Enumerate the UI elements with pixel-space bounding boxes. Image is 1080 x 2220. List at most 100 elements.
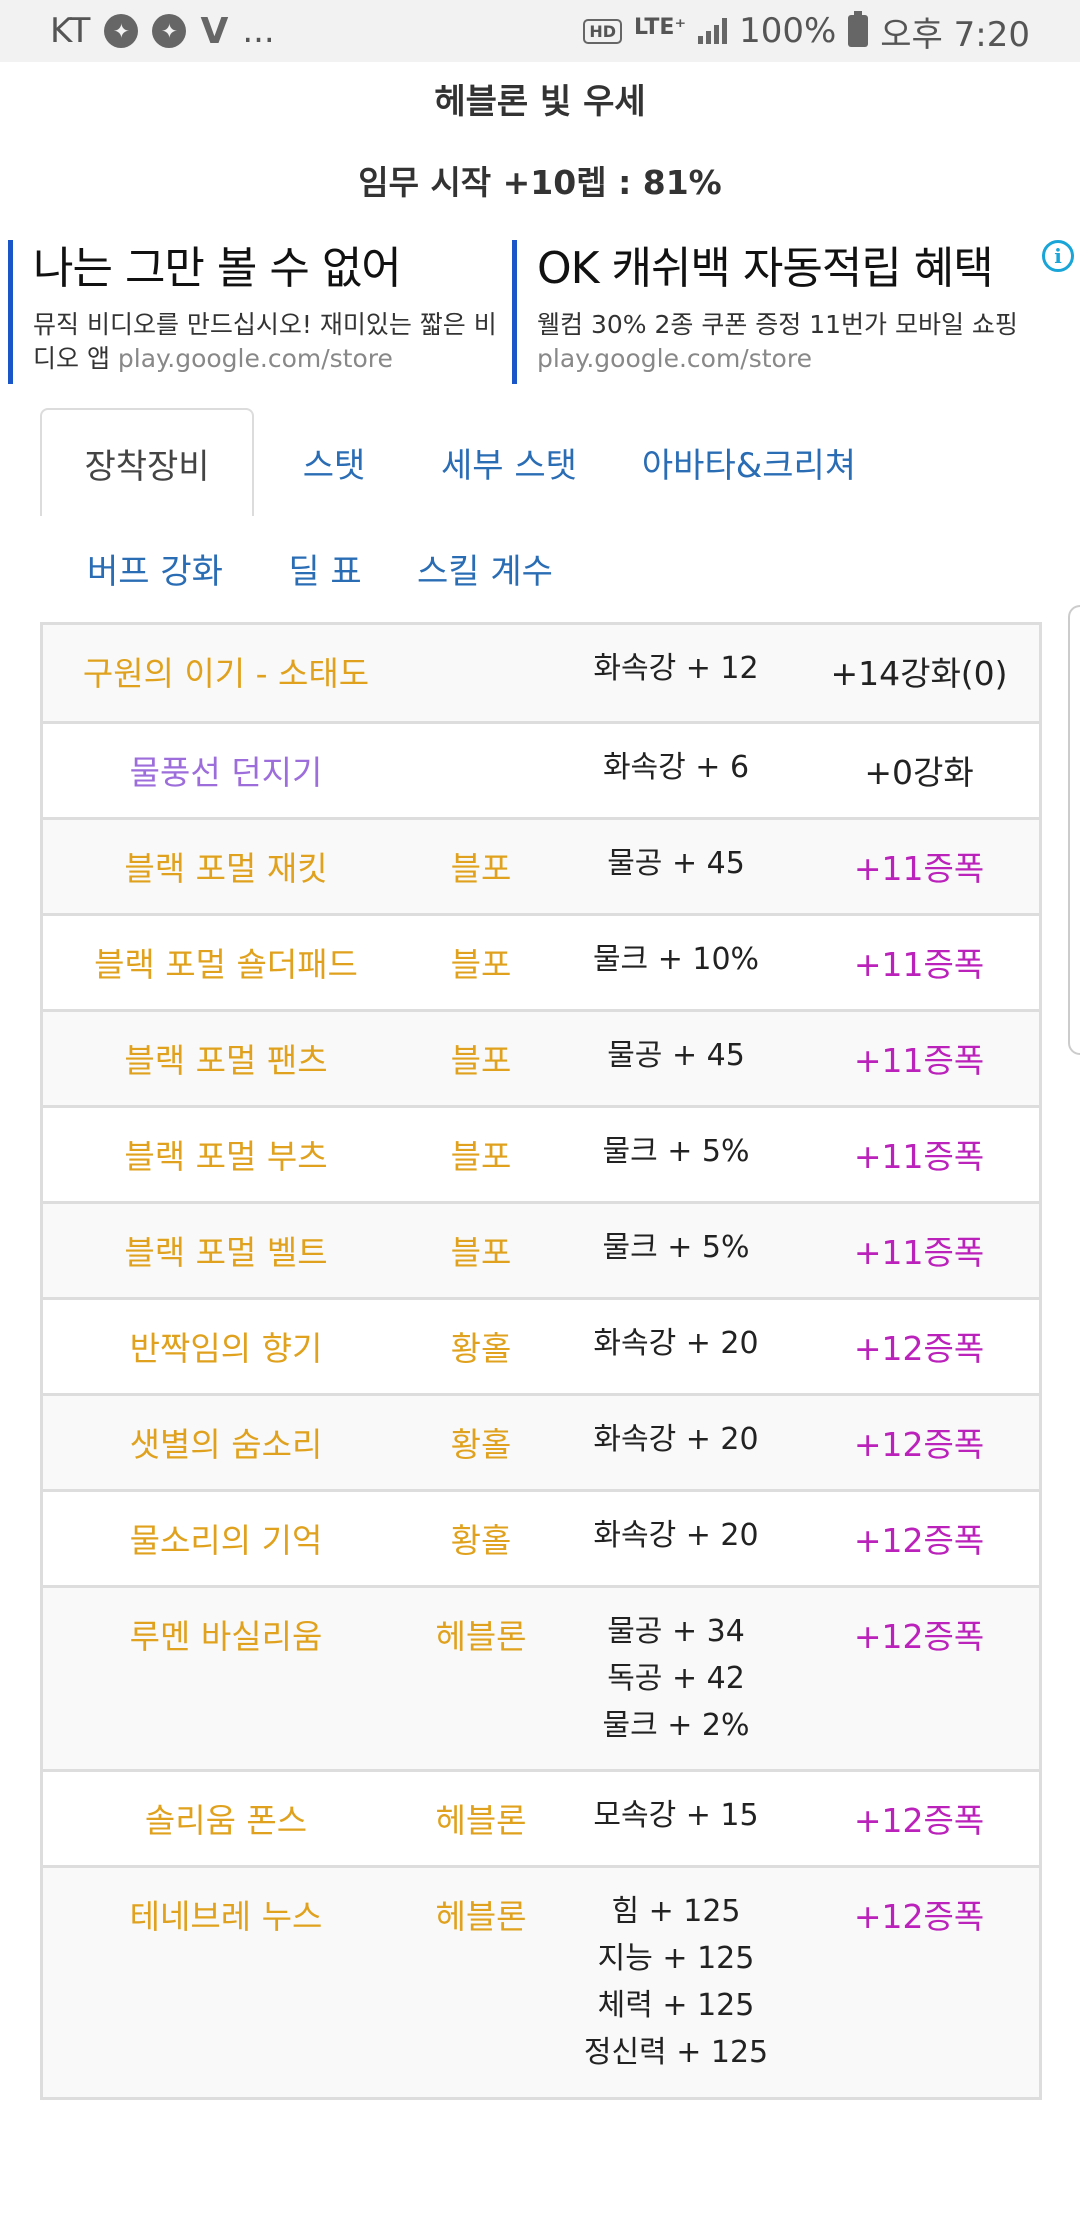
equipment-row: 테네브레 누스 헤블론 힘 + 125 지능 + 125 체력 + 125 정신력 + 1… — [43, 1865, 1039, 2097]
equipment-row: 블랙 포멀 재킷 블포 물공 + 45 +11증폭 — [43, 817, 1039, 913]
signal-strength-icon — [698, 18, 728, 44]
more-notifications-indicator: ... — [242, 11, 275, 51]
item-upgrade: +12증폭 — [853, 1425, 985, 1464]
item-stat-line: 화속강 + 20 — [593, 1422, 759, 1457]
item-stats: 물공 + 45 — [553, 1012, 799, 1105]
equipment-row: 블랙 포멀 숄더패드 블포 물크 + 10% +11증폭 — [43, 913, 1039, 1009]
item-stats: 물공 + 45 — [553, 820, 799, 913]
item-name: 루멘 바실리움 — [129, 1617, 323, 1656]
item-stat-line: 모속강 + 15 — [593, 1798, 759, 1833]
item-set: 블포 — [450, 849, 512, 888]
network-type-label: LTE⁺ — [634, 14, 687, 40]
item-name: 블랙 포멀 재킷 — [124, 849, 328, 888]
tab-equipment[interactable]: 장착장비 — [40, 408, 254, 516]
item-stat-line: 화속강 + 20 — [593, 1518, 759, 1553]
item-upgrade: +12증폭 — [853, 1897, 985, 1936]
item-stats: 물크 + 5% — [553, 1108, 799, 1201]
status-bar: KT ✦ ✦ V ... HD LTE⁺ 100% 오후 7:20 — [0, 0, 1080, 62]
equipment-row: 샛별의 숨소리 황홀 화속강 + 20 +12증폭 — [43, 1393, 1039, 1489]
item-set: 블포 — [450, 1041, 512, 1080]
ad-info-icon[interactable]: i — [1042, 240, 1074, 272]
ad-banner-1[interactable]: 나는 그만 볼 수 없어 뮤직 비디오를 만드십시오! 재미있는 짧은 비디오 … — [8, 240, 508, 384]
item-set: 헤블론 — [435, 1897, 527, 1936]
item-upgrade: +12증폭 — [853, 1521, 985, 1560]
tab-avatar-creature[interactable]: 아바타&크리쳐 — [641, 445, 857, 486]
item-stat-line: 정신력 + 125 — [583, 2035, 769, 2070]
item-upgrade: +11증폭 — [853, 1233, 985, 1272]
item-set — [409, 625, 553, 721]
item-stats: 화속강 + 20 — [553, 1492, 799, 1585]
item-upgrade: +11증폭 — [853, 849, 985, 888]
item-name: 블랙 포멀 숄더패드 — [94, 945, 358, 984]
item-upgrade: +11증폭 — [853, 945, 985, 984]
item-set: 헤블론 — [435, 1617, 527, 1656]
ad-banner-2[interactable]: OK 캐쉬백 자동적립 혜택 웰컴 30% 2종 쿠폰 증정 11번가 모바일 … — [512, 240, 1032, 384]
equipment-row: 물풍선 던지기 화속강 + 6 +0강화 — [43, 721, 1039, 817]
item-name: 테네브레 누스 — [129, 1897, 323, 1936]
item-stat-line: 물공 + 45 — [607, 1038, 745, 1073]
tab-stats[interactable]: 스탯 — [302, 445, 366, 486]
item-stat-line: 힘 + 125 — [611, 1894, 741, 1929]
item-set: 황홀 — [450, 1521, 512, 1560]
item-upgrade: +12증폭 — [853, 1617, 985, 1656]
item-name: 물풍선 던지기 — [129, 753, 323, 792]
item-stat-line: 화속강 + 12 — [593, 651, 759, 686]
item-stats: 물크 + 5% — [553, 1204, 799, 1297]
app-notification-icon: ✦ — [104, 14, 139, 48]
tab-bar-row-2: 버프 강화 딜 표 스킬 계수 — [40, 518, 590, 618]
item-set: 블포 — [450, 945, 512, 984]
item-name: 솔리움 폰스 — [144, 1801, 308, 1840]
item-set: 블포 — [450, 1137, 512, 1176]
battery-percent: 100% — [739, 11, 837, 51]
item-set: 블포 — [450, 1233, 512, 1272]
scroll-indicator — [1068, 605, 1080, 1055]
item-set — [409, 724, 553, 817]
equipment-row: 구원의 이기 - 소태도 화속강 + 12 +14강화(0) — [43, 625, 1039, 721]
hd-voice-icon: HD — [583, 18, 623, 44]
item-name: 반짝임의 향기 — [129, 1329, 323, 1368]
item-name: 물소리의 기억 — [129, 1521, 323, 1560]
item-set: 헤블론 — [435, 1801, 527, 1840]
item-set: 황홀 — [450, 1329, 512, 1368]
item-stats: 물공 + 34 독공 + 42 물크 + 2% — [553, 1588, 799, 1769]
item-stat-line: 화속강 + 20 — [593, 1326, 759, 1361]
item-stats: 화속강 + 6 — [553, 724, 799, 817]
item-stat-line: 물크 + 5% — [602, 1230, 750, 1265]
item-name: 구원의 이기 - 소태도 — [82, 654, 370, 693]
item-stats: 물크 + 10% — [553, 916, 799, 1009]
item-stat-line: 지능 + 125 — [597, 1941, 755, 1976]
equipment-row: 루멘 바실리움 헤블론 물공 + 34 독공 + 42 물크 + 2% +12증폭 — [43, 1585, 1039, 1769]
item-upgrade: +12증폭 — [853, 1329, 985, 1368]
tab-bar: 장착장비 스탯 세부 스탯 아바타&크리쳐 — [40, 408, 894, 516]
item-stat-line: 물크 + 2% — [602, 1708, 750, 1743]
mission-start-rate: 임무 시작 +10렙 : 81% — [358, 163, 722, 202]
equipment-row: 블랙 포멀 벨트 블포 물크 + 5% +11증폭 — [43, 1201, 1039, 1297]
item-stat-line: 물크 + 10% — [592, 942, 760, 977]
item-name: 블랙 포멀 부츠 — [124, 1137, 328, 1176]
item-upgrade: +0강화 — [864, 753, 974, 792]
item-stat-line: 체력 + 125 — [597, 1988, 755, 2023]
equipment-row: 솔리움 폰스 헤블론 모속강 + 15 +12증폭 — [43, 1769, 1039, 1865]
equipment-table: 구원의 이기 - 소태도 화속강 + 12 +14강화(0) 물풍선 던지기 화속강 +… — [40, 622, 1042, 2100]
item-stat-line: 물공 + 34 — [607, 1614, 745, 1649]
ad-description: 뮤직 비디오를 만드십시오! 재미있는 짧은 비디오 앱 play.google… — [33, 310, 497, 373]
item-upgrade: +12증폭 — [853, 1801, 985, 1840]
app-notification-icon-2: ✦ — [152, 14, 187, 48]
item-stat-line: 독공 + 42 — [607, 1661, 745, 1696]
item-name: 블랙 포멀 팬츠 — [124, 1041, 328, 1080]
page-title: 헤블론 빛 우세 — [434, 82, 646, 122]
ad-headline: OK 캐쉬백 자동적립 혜택 — [537, 243, 994, 294]
tab-skill-coefficient[interactable]: 스킬 계수 — [417, 551, 553, 592]
equipment-row: 반짝임의 향기 황홀 화속강 + 20 +12증폭 — [43, 1297, 1039, 1393]
item-name: 샛별의 숨소리 — [129, 1425, 323, 1464]
tab-detail-stats[interactable]: 세부 스탯 — [441, 445, 577, 486]
item-stats: 모속강 + 15 — [553, 1772, 799, 1865]
tab-buff-enhance[interactable]: 버프 강화 — [87, 551, 223, 592]
equipment-row: 블랙 포멀 부츠 블포 물크 + 5% +11증폭 — [43, 1105, 1039, 1201]
clock: 오후 7:20 — [880, 14, 1030, 55]
item-stat-line: 물공 + 45 — [607, 846, 745, 881]
tab-damage-table[interactable]: 딜 표 — [288, 551, 362, 592]
item-stats: 화속강 + 12 — [553, 625, 799, 721]
ad-description: 웰컴 30% 2종 쿠폰 증정 11번가 모바일 쇼핑 play.google.c… — [537, 310, 1018, 373]
equipment-row: 물소리의 기억 황홀 화속강 + 20 +12증폭 — [43, 1489, 1039, 1585]
